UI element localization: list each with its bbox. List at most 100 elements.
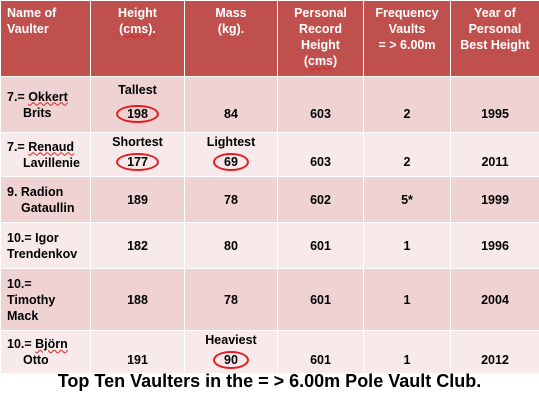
mass-cell: Heaviest 90 — [184, 330, 278, 374]
vaulter-name-cell: 7.= Okkert Brits — [0, 76, 91, 133]
height-cell: 189 — [90, 176, 185, 223]
year-cell: 1999 — [450, 176, 539, 223]
header-record-line: Record — [298, 22, 343, 36]
year-cell: 1995 — [450, 76, 539, 133]
vaulter-name-line: 10.= Björn — [7, 336, 90, 352]
frequency-cell: 5* — [363, 176, 451, 223]
header-mass: Mass (kg). — [184, 0, 278, 77]
vaulter-name-line: Otto — [23, 353, 49, 367]
frequency-value: 1 — [403, 353, 411, 367]
height-value: 189 — [127, 192, 148, 207]
mass-cell: 78 — [184, 268, 278, 331]
frequency-cell: 1 — [363, 222, 451, 269]
table-caption: Top Ten Vaulters in the = > 6.00m Pole V… — [57, 371, 482, 391]
vaulter-name-cell: 7.= Renaud Lavillenie — [0, 132, 91, 177]
vaulter-name-line: 9. Radion — [7, 184, 64, 199]
header-record-line: (cms) — [303, 54, 338, 68]
year-cell: 1996 — [450, 222, 539, 269]
vaulter-name-cell: 9. Radion Gataullin — [0, 176, 91, 223]
header-frequency-line: Frequency — [375, 6, 439, 20]
mass-value: 80 — [224, 238, 238, 253]
vaulter-name-line: Gataullin — [21, 200, 75, 215]
vaulter-name-cell: 10.= Igor Trendenkov — [0, 222, 91, 269]
vaulter-name-line: Brits — [23, 105, 52, 120]
record-cell: 601 — [277, 268, 364, 331]
header-year: Year of Personal Best Height — [450, 0, 539, 77]
vaulter-name-line: Timothy — [7, 292, 56, 307]
vaulter-rank: 10.= — [7, 337, 36, 351]
height-cell: 182 — [90, 222, 185, 269]
header-year-line: Year of — [474, 6, 516, 20]
record-cell: 602 — [277, 176, 364, 223]
frequency-cell: 2 — [363, 132, 451, 177]
header-frequency-line: Vaults — [388, 22, 426, 36]
year-value: 2011 — [481, 155, 509, 169]
header-name: Name of Vaulter — [0, 0, 91, 77]
record-cell: 601 — [277, 222, 364, 269]
header-height-line: (cms). — [119, 22, 156, 36]
vaulter-name-line: 7.= Okkert — [7, 89, 90, 105]
record-value: 601 — [310, 353, 331, 367]
frequency-value: 5* — [401, 192, 413, 207]
header-height: Height (cms). — [90, 0, 185, 77]
header-record: Personal Record Height (cms) — [277, 0, 364, 77]
height-value: 177 — [116, 153, 159, 171]
record-cell: 601 — [277, 330, 364, 374]
vaulter-name-line: 10.= — [7, 276, 32, 291]
header-name-line: Name of — [7, 6, 57, 20]
mass-cell: 84 — [184, 76, 278, 133]
record-value: 601 — [310, 292, 331, 307]
header-record-line: Personal — [294, 6, 347, 20]
record-value: 601 — [310, 238, 331, 253]
vaulter-rank: 7.= — [7, 139, 29, 154]
year-cell: 2004 — [450, 268, 539, 331]
header-record-line: Height — [301, 38, 340, 52]
vaulter-name-text: Renaud — [28, 139, 75, 154]
height-cell: Shortest 177 — [90, 132, 185, 177]
header-row: Name of Vaulter Height (cms). Mass (kg).… — [0, 0, 539, 77]
header-frequency: Frequency Vaults = > 6.00m — [363, 0, 451, 77]
table-row: 7.= Renaud Lavillenie Shortest 177 Light… — [0, 132, 539, 177]
header-height-line: Height — [118, 6, 157, 20]
header-name-line: Vaulter — [7, 22, 49, 36]
mass-note: Heaviest — [205, 333, 257, 347]
header-year-line: Best Height — [460, 38, 530, 52]
vaulter-name-line: Trendenkov — [7, 246, 78, 261]
year-cell: 2011 — [450, 132, 539, 177]
header-year-line: Personal — [468, 22, 522, 36]
record-value: 603 — [310, 107, 331, 121]
record-value: 602 — [310, 192, 331, 207]
height-value: 188 — [127, 292, 148, 307]
year-value: 2004 — [481, 292, 509, 307]
mass-value: 78 — [224, 292, 238, 307]
vaulter-name-cell: 10.= Björn Otto — [0, 330, 91, 374]
mass-note: Lightest — [206, 135, 256, 149]
header-mass-line: (kg). — [217, 22, 245, 36]
mass-cell: 80 — [184, 222, 278, 269]
table-row: 7.= Okkert Brits Tallest 198 84 603 — [0, 76, 539, 133]
year-value: 1999 — [481, 192, 509, 207]
year-value: 2012 — [481, 353, 509, 367]
vaulter-name-line: 10.= Igor — [7, 230, 59, 245]
vaulter-name-cell: 10.= Timothy Mack — [0, 268, 91, 331]
height-cell: Tallest 198 — [90, 76, 185, 133]
header-mass-line: Mass — [215, 6, 247, 20]
year-value: 1996 — [481, 238, 509, 253]
mass-value: 69 — [213, 153, 249, 171]
height-cell: 191 — [90, 330, 185, 374]
table-row: 10.= Timothy Mack 188 78 601 1 2004 — [0, 268, 539, 331]
frequency-cell: 1 — [363, 330, 451, 374]
mass-cell: Lightest 69 — [184, 132, 278, 177]
record-value: 603 — [310, 155, 331, 169]
vaulter-name-line: Lavillenie — [23, 155, 80, 170]
height-value: 191 — [127, 353, 148, 367]
height-note: Shortest — [112, 135, 163, 149]
frequency-cell: 2 — [363, 76, 451, 133]
height-cell: 188 — [90, 268, 185, 331]
vaulter-name-text: Björn — [35, 337, 68, 351]
mass-value: 78 — [224, 192, 238, 207]
table-row: 10.= Björn Otto 191 Heaviest 90 601 — [0, 330, 539, 374]
frequency-cell: 1 — [363, 268, 451, 331]
vaulter-name-text: Okkert — [28, 89, 68, 104]
